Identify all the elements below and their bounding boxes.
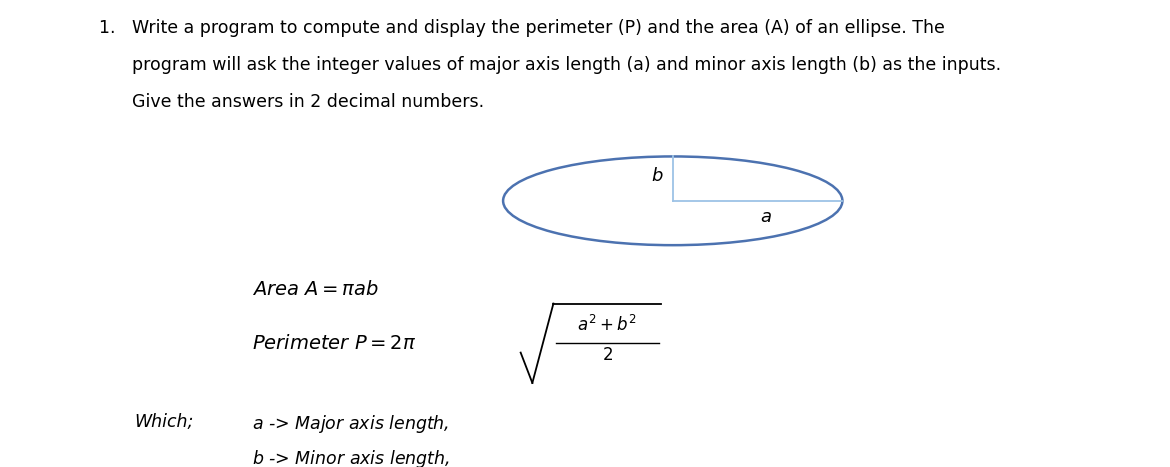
Text: Which;: Which; xyxy=(135,413,194,432)
Text: Give the answers in 2 decimal numbers.: Give the answers in 2 decimal numbers. xyxy=(99,93,484,112)
Text: $\it{Area\ A} = \pi ab$: $\it{Area\ A} = \pi ab$ xyxy=(252,280,379,299)
Text: 1.   Write a program to compute and display the perimeter (P) and the area (A) o: 1. Write a program to compute and displa… xyxy=(99,19,945,37)
Text: $a$ -> Major axis length,: $a$ -> Major axis length, xyxy=(252,413,449,435)
Text: $a^2 + b^2$: $a^2 + b^2$ xyxy=(578,315,636,335)
Text: $2$: $2$ xyxy=(601,346,613,364)
Text: $b$ -> Minor axis length,: $b$ -> Minor axis length, xyxy=(252,448,449,467)
Text: $b$: $b$ xyxy=(651,167,663,185)
Text: program will ask the integer values of major axis length (a) and minor axis leng: program will ask the integer values of m… xyxy=(99,56,1002,74)
Text: $\it{Perimeter\ P} = 2\pi$: $\it{Perimeter\ P} = 2\pi$ xyxy=(252,334,415,353)
Text: $a$: $a$ xyxy=(760,208,772,226)
